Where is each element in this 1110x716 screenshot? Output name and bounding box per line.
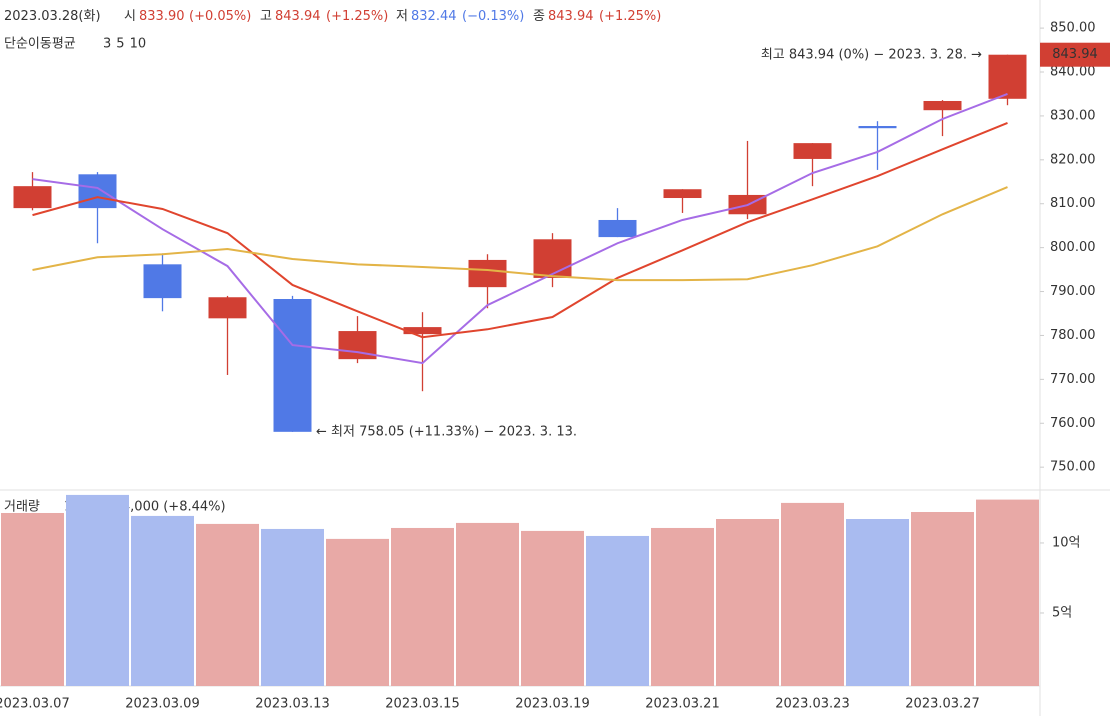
- legend-entry: 10: [130, 37, 147, 52]
- candle-body: [468, 259, 507, 288]
- candle-body: [858, 126, 897, 129]
- candle-body: [273, 299, 312, 432]
- legend-title: 단순이동평균: [4, 37, 76, 52]
- header-label: 저: [396, 9, 408, 24]
- candle-body: [403, 327, 442, 335]
- legend-entry: 5: [116, 37, 124, 52]
- volume-bar: [976, 499, 1039, 686]
- volume-bar: [66, 494, 129, 686]
- header-value: 832.44: [411, 9, 457, 24]
- price-tag: [1040, 42, 1110, 67]
- moving-average-line: [32, 186, 1008, 282]
- x-tick-label: 2023.03.27: [905, 697, 979, 712]
- candle-body: [923, 100, 962, 111]
- volume-bar: [391, 527, 454, 686]
- candle-body: [143, 264, 182, 299]
- x-tick-label: 2023.03.09: [125, 697, 199, 712]
- candle-body: [793, 143, 832, 159]
- header-value: 843.94: [548, 9, 594, 24]
- candle-body: [208, 297, 247, 319]
- low-annotation: ← 최저 758.05 (+11.33%) − 2023. 3. 13.: [316, 425, 577, 440]
- y-tick-label: 800.00: [1050, 240, 1096, 255]
- candle-body: [663, 189, 702, 199]
- header-label: 종: [533, 9, 545, 24]
- header-change: (+0.05%): [189, 9, 251, 24]
- header-change: (+1.25%): [326, 9, 388, 24]
- header-label: 시: [124, 9, 136, 24]
- volume-bar: [456, 522, 519, 686]
- y-tick-label: 750.00: [1050, 460, 1096, 475]
- candle-body: [988, 54, 1027, 99]
- x-tick-label: 2023.03.07: [0, 697, 70, 712]
- x-tick-label: 2023.03.13: [255, 697, 329, 712]
- candle-body: [598, 219, 637, 238]
- y-tick-label: 780.00: [1050, 328, 1096, 343]
- ohlc-header: 2023.03.28(화) 시 833.90 (+0.05%) 고 843.94…: [4, 9, 661, 24]
- candle-body: [533, 239, 572, 278]
- volume-bar: [846, 519, 909, 686]
- volume-bar: [586, 535, 649, 686]
- volume-bar: [1, 512, 64, 686]
- y-tick-label: 820.00: [1050, 152, 1096, 167]
- x-tick-label: 2023.03.21: [645, 697, 719, 712]
- volume-bar: [651, 527, 714, 686]
- header-date: 2023.03.28(화): [4, 9, 101, 24]
- volume-bar: [521, 530, 584, 686]
- y-tick-label: 760.00: [1050, 416, 1096, 431]
- y-tick-label: 830.00: [1050, 108, 1096, 123]
- moving-average-line: [32, 93, 1008, 365]
- y-tick-label: 840.00: [1050, 65, 1096, 80]
- x-tick-label: 2023.03.23: [775, 697, 849, 712]
- volume-bar: [261, 528, 324, 686]
- volume-bar: [781, 502, 844, 686]
- x-tick-label: 2023.03.19: [515, 697, 589, 712]
- volume-bar: [131, 515, 194, 686]
- price-tag-label: 843.94: [1052, 47, 1098, 62]
- volume-bar: [196, 523, 259, 686]
- high-annotation: 최고 843.94 (0%) − 2023. 3. 28. →: [761, 48, 982, 63]
- header-change: (−0.13%): [462, 9, 524, 24]
- header-value: 843.94: [275, 9, 321, 24]
- volume-tick-label: 10억: [1052, 535, 1081, 550]
- y-tick-label: 770.00: [1050, 372, 1096, 387]
- volume-bar: [911, 512, 974, 686]
- header-label: 고: [260, 9, 272, 24]
- candle-body: [78, 174, 117, 209]
- volume-bar: [326, 538, 389, 686]
- y-tick-label: 850.00: [1050, 21, 1096, 36]
- header-value: 833.90: [139, 9, 185, 24]
- x-tick-label: 2023.03.15: [385, 697, 459, 712]
- moving-average-line: [32, 122, 1008, 339]
- header-change: (+1.25%): [599, 9, 661, 24]
- legend-entry: 3: [103, 37, 111, 52]
- volume-tick-label: 5억: [1052, 605, 1072, 620]
- candle-body: [13, 186, 52, 209]
- y-tick-label: 810.00: [1050, 196, 1096, 211]
- volume-bar: [716, 519, 779, 686]
- volume-label: 거래량: [4, 500, 40, 515]
- y-tick-label: 790.00: [1050, 284, 1096, 299]
